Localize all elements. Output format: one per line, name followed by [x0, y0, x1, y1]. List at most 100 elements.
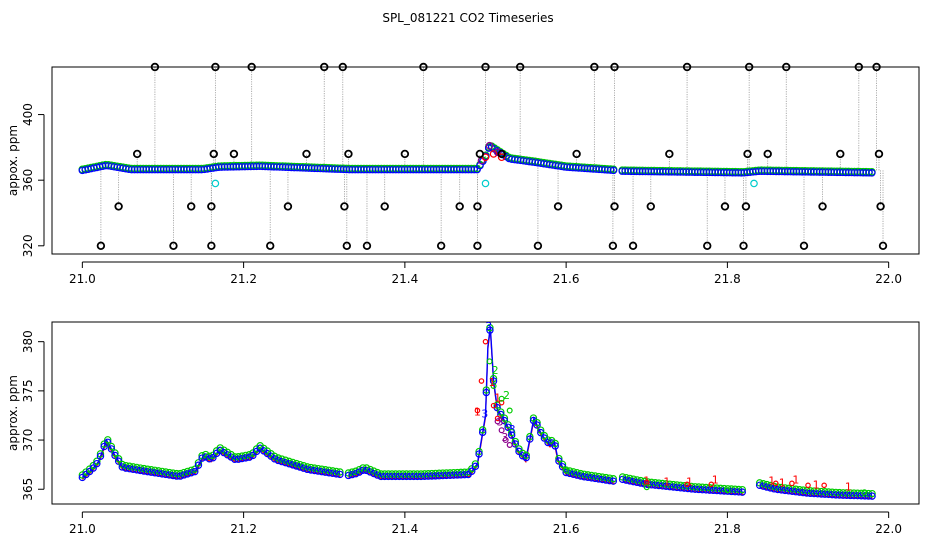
- data-point: [194, 461, 203, 469]
- data-point: [362, 464, 371, 472]
- red-point: [821, 482, 827, 489]
- x-tick-label: 21.4: [392, 522, 419, 536]
- top-panel: 21.0 21.2 21.4 21.6 21.8 22.0 320 360 400appox. …: [6, 62, 920, 286]
- data-point: [500, 414, 509, 422]
- series-marker-label: 1: [712, 473, 719, 486]
- data-point: [216, 444, 224, 452]
- y-tick-label: 375: [21, 379, 35, 402]
- series-marker-label: 1: [768, 474, 775, 487]
- data-point: [676, 484, 685, 492]
- data-point: [558, 460, 567, 469]
- outlier-point: [739, 241, 748, 250]
- red-point: [478, 378, 485, 384]
- outlier-point: [572, 149, 581, 159]
- outlier-point: [818, 202, 827, 211]
- y-tick-label: 370: [21, 429, 35, 452]
- outlier-point: [874, 149, 884, 159]
- data-point: [125, 465, 134, 473]
- data-point: [738, 485, 747, 494]
- x-tick-label: 21.0: [69, 522, 96, 536]
- outlier-point: [211, 62, 220, 72]
- data-point: [824, 490, 833, 499]
- y-tick-label: 365: [21, 478, 35, 501]
- data-point: [209, 454, 217, 462]
- outlier-point: [344, 149, 353, 159]
- red-point: [490, 402, 497, 409]
- data-point: [766, 484, 775, 492]
- outlier-point: [872, 62, 881, 72]
- outlier-point: [744, 62, 754, 72]
- data-point: [471, 460, 480, 468]
- data-point: [270, 452, 279, 461]
- data-point: [162, 470, 170, 479]
- data-point: [154, 469, 163, 478]
- data-point: [278, 457, 286, 466]
- data-point: [209, 451, 217, 460]
- outlier-point: [114, 202, 123, 211]
- data-point: [651, 481, 659, 489]
- data-point: [835, 491, 844, 499]
- data-point: [687, 485, 696, 493]
- series-marker-label: 1: [779, 476, 786, 489]
- data-point: [270, 455, 279, 463]
- data-point: [194, 459, 203, 467]
- data-point: [191, 467, 199, 476]
- data-point: [424, 469, 432, 478]
- data-point: [122, 464, 130, 472]
- data-point: [655, 481, 663, 490]
- cyan-point: [481, 179, 490, 188]
- data-point: [482, 386, 491, 394]
- outlier-point: [741, 202, 751, 211]
- data-point: [216, 446, 224, 455]
- data-point: [299, 464, 308, 472]
- data-point: [529, 416, 538, 425]
- data-point: [198, 451, 206, 460]
- series-line-red: [348, 328, 615, 484]
- data-point: [111, 449, 119, 457]
- data-point: [609, 475, 618, 483]
- peak-point: [485, 141, 494, 150]
- data-point: [344, 469, 353, 477]
- outlier-point: [247, 62, 256, 72]
- cyan-point: [211, 179, 220, 188]
- data-point: [220, 446, 228, 454]
- data-point: [580, 473, 588, 481]
- data-point: [792, 488, 800, 496]
- green-point: [563, 467, 570, 474]
- data-point: [609, 477, 618, 485]
- data-point: [658, 482, 667, 490]
- outlier-point: [553, 202, 563, 211]
- x-tick-label: 21.6: [553, 272, 580, 286]
- outlier-point: [646, 202, 655, 211]
- green-point: [498, 395, 505, 402]
- data-point: [482, 388, 491, 397]
- data-point: [202, 453, 210, 461]
- data-point: [241, 451, 250, 460]
- data-point: [104, 436, 112, 444]
- data-point: [431, 469, 440, 478]
- data-point: [442, 469, 451, 477]
- data-point: [540, 431, 549, 440]
- data-point: [355, 468, 364, 476]
- data-point: [662, 482, 670, 490]
- outlier-point: [96, 241, 106, 250]
- green-point: [506, 407, 513, 414]
- outlier-point: [229, 149, 239, 159]
- purple-point: [502, 437, 509, 444]
- data-point: [637, 479, 645, 487]
- peak-point: [497, 153, 506, 162]
- series-marker-label: 1: [813, 478, 820, 491]
- data-point: [183, 467, 192, 476]
- purple-point: [494, 418, 501, 425]
- outlier-point: [132, 149, 142, 159]
- outlier-point: [186, 202, 196, 211]
- data-point: [857, 492, 865, 500]
- data-point: [609, 166, 618, 175]
- data-point: [555, 454, 563, 463]
- data-point: [373, 468, 382, 477]
- outlier-point: [703, 241, 712, 250]
- data-point: [684, 484, 692, 493]
- data-point: [508, 431, 516, 439]
- data-point: [336, 468, 344, 476]
- data-point: [504, 421, 512, 429]
